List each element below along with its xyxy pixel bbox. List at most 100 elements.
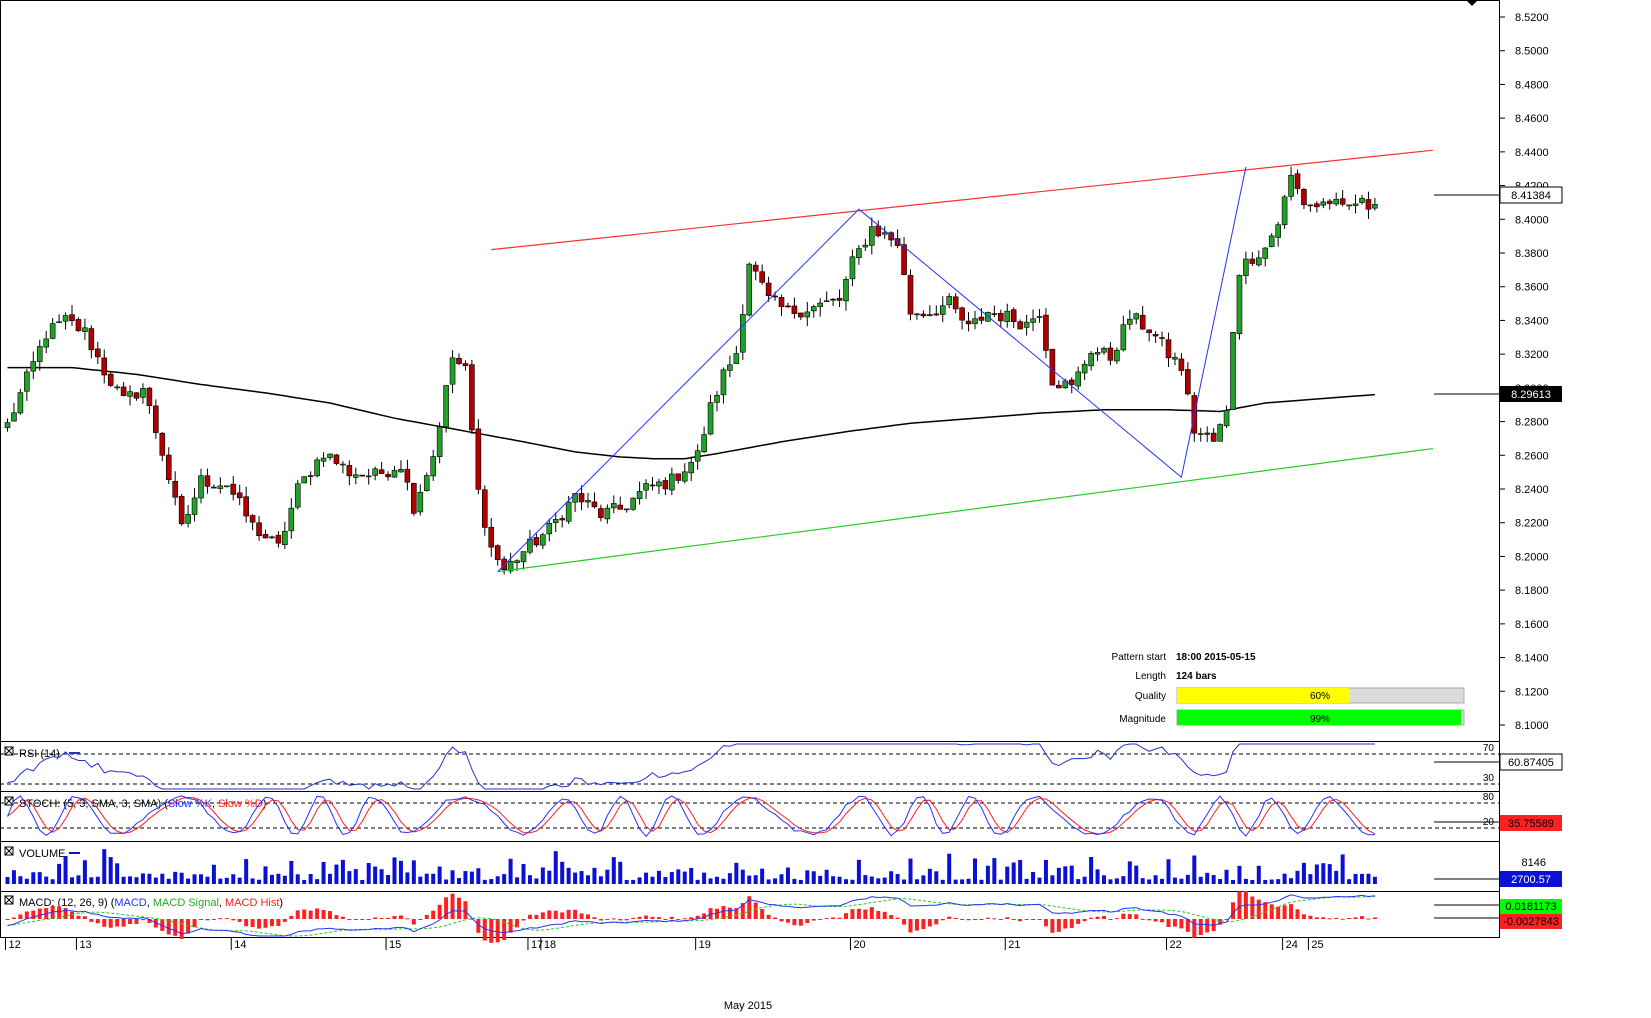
volume-bar: [747, 875, 752, 884]
candle: [365, 468, 372, 485]
macd-hist-bar: [702, 913, 707, 919]
candle: [1288, 166, 1294, 201]
macd-hist-bar: [508, 919, 513, 933]
macd-hist-bar: [134, 919, 139, 925]
macd-hist-bar: [11, 917, 16, 919]
volume-bar: [179, 872, 184, 884]
macd-hist-bar: [682, 918, 687, 920]
candle: [301, 476, 308, 484]
macd-hist-bar: [598, 919, 603, 921]
date-tick-label: 18: [544, 939, 556, 951]
volume-bar: [1166, 859, 1171, 884]
macd-hist-bar: [1360, 916, 1364, 919]
date-tick-label: 17: [531, 939, 543, 951]
candle: [1333, 192, 1339, 206]
volume-bar: [31, 872, 36, 884]
macd-hist-bar: [82, 916, 87, 919]
volume-bar: [902, 879, 907, 884]
candle: [694, 444, 701, 470]
volume-bar: [373, 866, 378, 884]
volume-bar: [89, 877, 94, 884]
volume-bar: [547, 870, 552, 884]
macd-hist-bar: [128, 919, 133, 925]
candle: [1301, 187, 1307, 210]
macd-hist-bar: [882, 911, 887, 919]
volume-bar: [340, 859, 345, 884]
macd-hist-bar: [482, 919, 487, 941]
candle: [43, 330, 50, 354]
volume-bar: [676, 869, 681, 884]
volume-bar: [598, 876, 603, 884]
volume-bar: [1089, 856, 1094, 884]
candle: [327, 453, 333, 461]
candle: [398, 460, 404, 473]
volume-bar: [566, 867, 571, 884]
candle: [378, 461, 385, 474]
price-tick-label: 8.3600: [1515, 282, 1549, 294]
candle: [62, 312, 69, 330]
macd-hist-bar: [998, 919, 1003, 920]
candle: [1268, 233, 1275, 248]
candle: [4, 418, 11, 432]
candle: [1307, 204, 1314, 212]
macd-hist-bar: [805, 919, 810, 923]
macd-line: [7, 894, 1375, 937]
macd-hist-bar: [115, 919, 120, 927]
volume-bar: [869, 876, 874, 884]
scroll-arrow-icon[interactable]: [1467, 1, 1477, 6]
candle: [720, 367, 727, 404]
macd-hist-bar: [211, 919, 216, 920]
candle: [172, 471, 178, 506]
macd-hist-bar: [592, 917, 597, 919]
volume-bar: [889, 871, 894, 884]
volume-bar: [1327, 864, 1332, 884]
macd-hist-bar: [192, 919, 197, 928]
macd-hist-bar: [934, 919, 939, 925]
macd-hist-bar: [618, 919, 623, 921]
candle: [449, 350, 456, 394]
candle: [24, 368, 30, 401]
candle: [165, 447, 172, 485]
candle: [972, 310, 978, 330]
candle: [546, 518, 553, 542]
volume-bar: [121, 876, 126, 884]
candle: [1372, 197, 1378, 211]
volume-bar: [682, 871, 687, 884]
macd-hist-bar: [244, 919, 249, 927]
macd-hist-bar: [856, 908, 861, 919]
volume-bar: [437, 866, 442, 884]
macd-hist-bar: [121, 919, 126, 927]
candle: [224, 485, 230, 488]
macd-hist-bar: [386, 917, 391, 919]
candle: [778, 294, 785, 317]
macd-hist-bar: [1269, 904, 1274, 919]
volume-bar: [1321, 863, 1326, 884]
volume-bar: [463, 871, 468, 884]
macd-hist-bar: [947, 916, 952, 919]
lower-channel-line: [497, 447, 1434, 573]
volume-bar: [540, 867, 545, 884]
candle: [133, 392, 140, 401]
macd-hist-bar: [347, 919, 352, 921]
volume-bar: [450, 870, 455, 884]
macd-hist-bar: [573, 909, 578, 919]
candle: [714, 391, 720, 412]
candle: [359, 474, 366, 477]
volume-bar: [1243, 878, 1248, 884]
macd-hist-bar: [779, 919, 784, 922]
macd-hist-bar: [663, 919, 668, 920]
macd-hist-bar: [289, 915, 294, 919]
candle: [707, 394, 714, 436]
volume-bar: [244, 859, 249, 884]
candle: [946, 293, 953, 309]
volume-bar: [960, 879, 965, 884]
volume-bar: [850, 879, 855, 884]
candle: [1320, 197, 1327, 209]
volume-bar: [1024, 878, 1029, 884]
volume-bar: [831, 876, 836, 884]
macd-hist-bar: [321, 909, 326, 919]
candle: [739, 304, 746, 360]
volume-bar: [1231, 879, 1235, 884]
volume-bar: [1031, 871, 1036, 884]
candle: [798, 312, 804, 321]
